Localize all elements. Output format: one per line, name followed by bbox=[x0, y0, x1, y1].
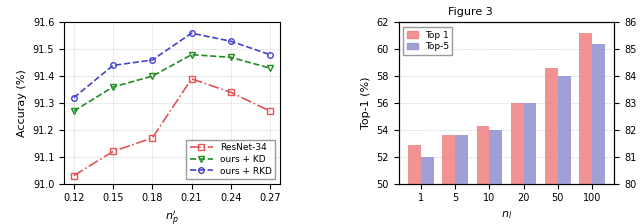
Y-axis label: Top-1 (%): Top-1 (%) bbox=[361, 77, 371, 129]
ours + RKD bbox=[70, 96, 77, 99]
ResNet-34 bbox=[109, 150, 117, 153]
ours + RKD bbox=[266, 53, 274, 56]
Bar bbox=[591, 44, 605, 184]
Bar bbox=[456, 135, 468, 184]
ResNet-34 bbox=[227, 91, 235, 94]
Line: ours + RKD: ours + RKD bbox=[71, 30, 273, 100]
Bar bbox=[557, 76, 570, 184]
Bar bbox=[490, 130, 502, 184]
Line: ours + KD: ours + KD bbox=[71, 52, 273, 114]
Bar bbox=[524, 103, 536, 184]
Bar bbox=[545, 68, 557, 184]
Bar bbox=[579, 33, 591, 184]
Legend: ResNet-34, ours + KD, ours + RKD: ResNet-34, ours + KD, ours + RKD bbox=[186, 140, 275, 179]
ours + KD bbox=[188, 53, 195, 56]
Bar bbox=[421, 157, 435, 184]
ours + RKD bbox=[188, 32, 195, 34]
Legend: Top 1, Top-5: Top 1, Top-5 bbox=[403, 27, 452, 55]
Bar bbox=[442, 135, 456, 184]
Bar bbox=[477, 126, 490, 184]
Line: ResNet-34: ResNet-34 bbox=[71, 76, 273, 178]
Bar bbox=[408, 145, 421, 184]
ResNet-34 bbox=[266, 110, 274, 112]
ours + KD bbox=[109, 86, 117, 88]
ours + RKD bbox=[148, 59, 156, 61]
ours + RKD bbox=[109, 64, 117, 67]
ours + KD bbox=[266, 67, 274, 69]
ours + KD bbox=[70, 110, 77, 112]
X-axis label: $n_l$: $n_l$ bbox=[501, 209, 512, 221]
ResNet-34 bbox=[148, 137, 156, 139]
ResNet-34 bbox=[188, 78, 195, 80]
Y-axis label: Accuray (%): Accuray (%) bbox=[17, 69, 28, 137]
ResNet-34 bbox=[70, 174, 77, 177]
Text: Figure 3: Figure 3 bbox=[448, 7, 493, 17]
ours + KD bbox=[227, 56, 235, 59]
ours + KD bbox=[148, 75, 156, 78]
Bar bbox=[511, 103, 524, 184]
X-axis label: $n_p'$: $n_p'$ bbox=[165, 209, 179, 224]
ours + RKD bbox=[227, 40, 235, 43]
